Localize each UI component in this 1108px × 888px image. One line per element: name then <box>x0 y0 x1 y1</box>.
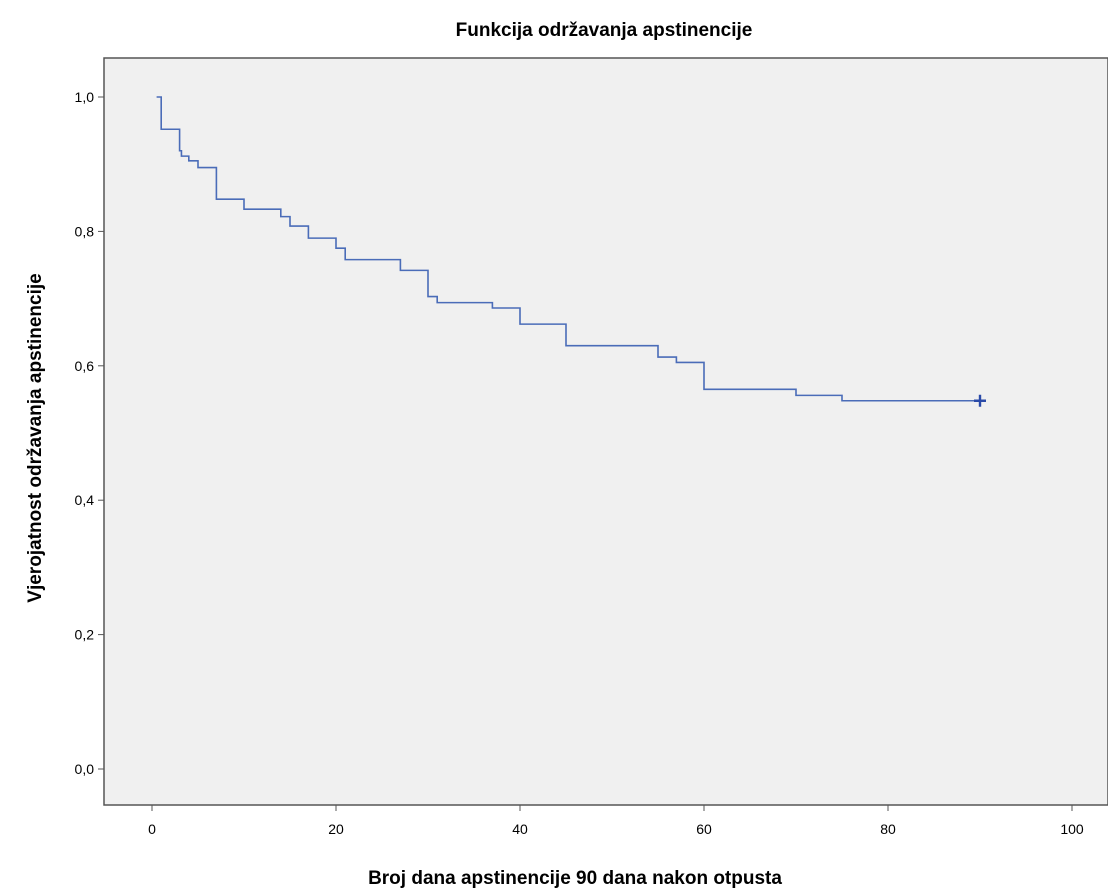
survival-curve <box>156 96 980 402</box>
x-tick-label: 60 <box>696 821 712 837</box>
y-tick-label: 0,6 <box>75 358 95 374</box>
axis-ticks: 0 20 40 60 80 100 0,0 0,2 0,4 0,6 0,8 1,0 <box>75 89 1084 837</box>
y-axis-title: Vjerojatnost održavanja apstinencije <box>25 273 46 602</box>
x-tick-label: 40 <box>512 821 528 837</box>
x-axis-title: Broj dana apstinencije 90 dana nakon otp… <box>368 868 782 888</box>
x-tick-label: 0 <box>148 821 156 837</box>
censor-marks <box>974 394 986 407</box>
y-tick-label: 0,4 <box>75 492 95 508</box>
y-tick-label: 0,2 <box>75 627 95 643</box>
y-tick-label: 0,0 <box>75 761 95 777</box>
x-tick-label: 20 <box>328 821 344 837</box>
y-tick-label: 1,0 <box>75 89 95 105</box>
plot-area <box>103 57 1108 806</box>
y-tick-label: 0,8 <box>75 223 95 239</box>
x-tick-label: 100 <box>1060 821 1084 837</box>
censor-mark <box>974 394 986 407</box>
x-tick-label: 80 <box>880 821 896 837</box>
chart-title: Funkcija održavanja apstinencije <box>456 20 753 41</box>
